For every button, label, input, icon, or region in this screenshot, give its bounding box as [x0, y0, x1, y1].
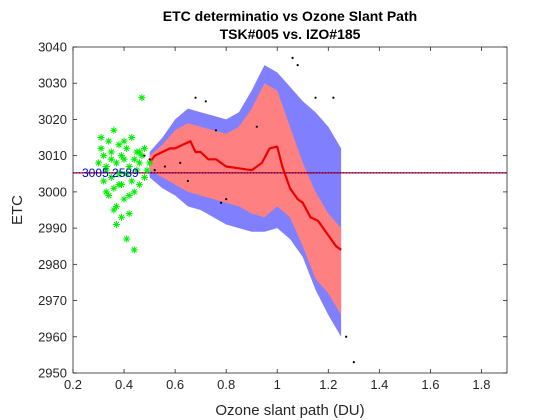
green-asterisk-point — [146, 159, 154, 167]
green-asterisk-point — [102, 166, 110, 174]
x-tick-label: 1 — [274, 377, 281, 392]
chart-subtitle: TSK#005 vs. IZO#185 — [220, 26, 361, 42]
green-asterisk-point — [143, 166, 151, 174]
green-asterisk-point — [112, 159, 120, 167]
green-asterisk-point — [130, 188, 138, 196]
black-dot-point — [194, 96, 197, 99]
green-asterisk-point — [138, 94, 146, 102]
green-asterisk-point — [120, 137, 128, 145]
y-tick-label: 3030 — [38, 76, 67, 91]
x-tick-label: 1.2 — [319, 377, 337, 392]
y-tick-label: 3040 — [38, 40, 67, 55]
green-asterisk-point — [123, 170, 131, 178]
x-tick-label: 0.2 — [64, 377, 82, 392]
green-asterisk-point — [112, 202, 120, 210]
green-asterisk-point — [107, 155, 115, 163]
green-asterisk-point — [118, 213, 126, 221]
x-tick-label: 1.8 — [472, 377, 490, 392]
y-axis-label: ETC — [9, 195, 26, 225]
tick-layer: 0.2 0.4 0.6 0.8 1 1.2 1.4 1.6 1.8 2950 2960 2970 298… — [38, 40, 507, 392]
green-asterisk-point — [105, 137, 113, 145]
black-dot-point — [143, 154, 146, 157]
axes-box — [72, 46, 508, 374]
x-tick-label: 1.4 — [370, 377, 388, 392]
green-asterisk-point — [100, 152, 108, 160]
black-dot-point — [204, 100, 207, 103]
green-asterisk-point — [115, 141, 123, 149]
y-tick-label: 3010 — [38, 148, 67, 163]
green-asterisk-point — [97, 134, 105, 142]
green-asterisk-point — [110, 184, 118, 192]
black-dot-point — [214, 129, 218, 132]
green-asterisk-point — [123, 144, 131, 152]
black-dot-point — [296, 64, 299, 67]
green-asterisk-point — [123, 235, 131, 243]
black-dot-point — [148, 158, 151, 161]
black-dot-point — [179, 161, 182, 165]
green-asterisk-point — [138, 152, 146, 160]
y-tick-label: 2980 — [38, 257, 67, 272]
green-asterisk-point — [130, 246, 138, 254]
green-asterisk-point — [105, 192, 113, 200]
x-axis-label: Ozone slant path (DU) — [215, 402, 364, 419]
y-tick-label: 2960 — [38, 329, 67, 344]
green-asterisk-point — [97, 144, 105, 152]
chart-title: ETC determinatio vs Ozone Slant Path — [163, 8, 417, 24]
black-dot-point — [163, 165, 167, 168]
y-tick-label: 2970 — [38, 293, 67, 308]
green-asterisk-point — [118, 152, 126, 160]
black-dot-point — [345, 335, 348, 338]
black-dot-point — [186, 179, 189, 183]
green-asterisk-point — [125, 163, 133, 171]
green-asterisk-point — [133, 166, 141, 174]
green-asterisk-point — [110, 206, 118, 214]
green-asterisk-point — [100, 177, 108, 185]
green-asterisk-point — [125, 192, 133, 200]
y-tick-label: 3020 — [38, 112, 67, 127]
green-asterisk-point — [125, 210, 133, 218]
black-dot-point — [255, 125, 258, 128]
green-asterisk-point — [102, 163, 110, 171]
y-tick-label: 2950 — [38, 366, 67, 381]
x-tick-label: 0.6 — [166, 377, 184, 392]
green-asterisk-point — [95, 159, 103, 167]
green-asterisk-point — [107, 173, 115, 181]
green-asterisk-point — [135, 181, 143, 189]
green-asterisk-point — [120, 155, 128, 163]
green-asterisk-point — [118, 181, 126, 189]
black-dot-point — [352, 361, 355, 364]
green-asterisk-point — [120, 195, 128, 203]
green-asterisk-point — [130, 155, 138, 163]
green-asterisk-point — [107, 148, 115, 156]
black-dot-point — [219, 201, 223, 204]
green-asterisk-point — [128, 134, 136, 142]
black-dot-point — [332, 96, 335, 99]
black-dot-point — [153, 169, 156, 172]
black-dot-point — [291, 56, 294, 59]
plot-layer: 3005.2589 — [73, 56, 507, 364]
green-asterisk-point — [110, 126, 118, 134]
x-tick-label: 0.8 — [217, 377, 235, 392]
green-asterisk-point — [140, 173, 148, 181]
inner-confidence-band — [149, 83, 342, 315]
x-tick-label: 0.4 — [115, 377, 133, 392]
reference-value-label: 3005.2589 — [82, 166, 139, 180]
green-asterisk-point — [140, 144, 148, 152]
x-tick-label: 1.6 — [421, 377, 439, 392]
green-asterisk-point — [135, 159, 143, 167]
green-asterisk-point — [102, 188, 110, 196]
green-asterisk-point — [128, 177, 136, 185]
black-dot-point — [314, 96, 317, 99]
y-tick-label: 3000 — [38, 184, 67, 199]
green-asterisk-point — [112, 220, 120, 228]
median-line — [148, 140, 342, 251]
green-asterisk-point — [135, 148, 143, 156]
green-asterisk-point — [115, 170, 123, 178]
y-tick-label: 2990 — [38, 221, 67, 236]
black-dot-point — [225, 198, 228, 201]
